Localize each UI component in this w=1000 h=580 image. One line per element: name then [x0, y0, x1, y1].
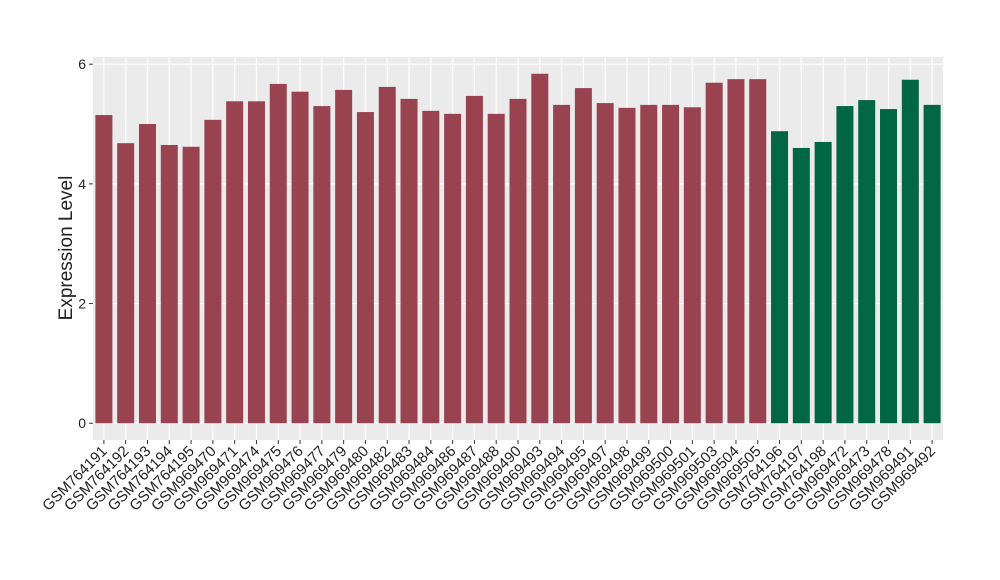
bar [269, 83, 287, 424]
bar [553, 104, 571, 424]
bar [662, 104, 680, 424]
bar [226, 101, 244, 424]
y-axis-label: Expression Level [56, 176, 77, 321]
bar [640, 104, 658, 424]
bar [683, 107, 701, 424]
bar [596, 103, 614, 424]
bar [204, 119, 222, 424]
bar [771, 131, 789, 424]
bar [531, 73, 549, 424]
bar [836, 106, 854, 424]
bar [618, 107, 636, 424]
bar [400, 98, 418, 424]
bar [705, 82, 723, 424]
bar [858, 100, 876, 424]
bar [247, 101, 265, 424]
bar [422, 110, 440, 424]
bar [749, 79, 767, 424]
bar [117, 143, 135, 424]
y-tick-label: 0 [78, 415, 86, 431]
bar [182, 146, 200, 424]
bar [465, 95, 483, 424]
y-tick-label: 4 [78, 176, 86, 192]
bar [378, 86, 396, 424]
bar [509, 98, 527, 424]
bar [356, 112, 374, 424]
bar [160, 144, 178, 424]
y-tick-label: 2 [78, 296, 86, 312]
bar [792, 147, 810, 424]
bar [444, 113, 462, 424]
bar [814, 141, 832, 424]
bar [138, 124, 156, 424]
bar [880, 109, 898, 424]
bar [727, 79, 745, 424]
bar [923, 104, 941, 424]
bar [291, 91, 309, 424]
y-tick-label: 6 [78, 56, 86, 72]
bar [335, 89, 353, 424]
bar [574, 88, 592, 424]
bar [313, 106, 331, 424]
bar [95, 115, 113, 424]
bar [901, 79, 919, 424]
bar [487, 113, 505, 424]
